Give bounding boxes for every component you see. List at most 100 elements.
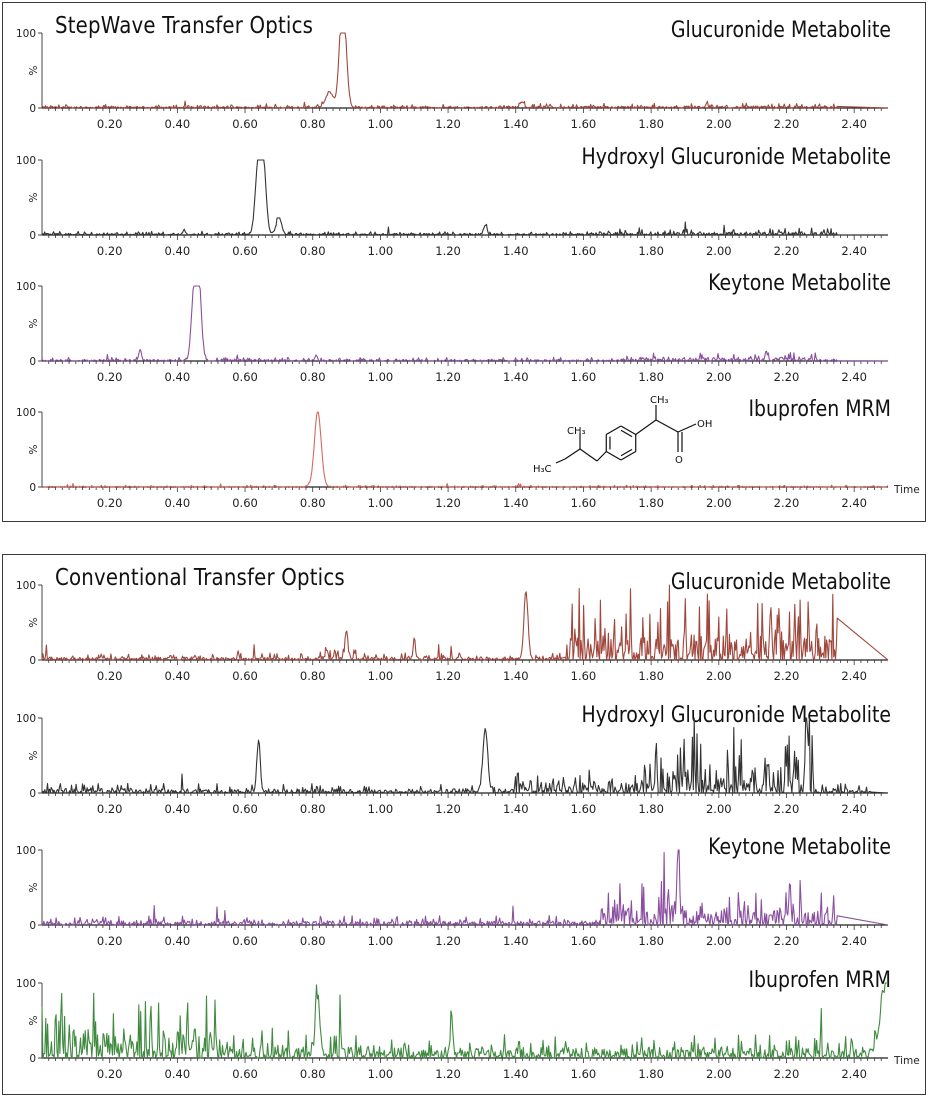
y-axis-label: % [28,617,40,627]
bond [605,450,622,461]
y-axis-label: % [28,882,40,892]
x-tick-label: 0.40 [165,496,191,510]
y-tick-label: 0 [29,655,36,667]
y-tick-label: 100 [16,978,36,990]
y-tick-label: 0 [29,788,36,800]
x-tick-label: 0.20 [97,1067,123,1081]
x-tick-label: 0.20 [97,802,123,816]
x-tick-label: 0.40 [165,370,191,384]
x-tick-label: 2.00 [706,117,732,131]
trace-title: Hydroxyl Glucuronide Metabolite [582,144,891,170]
y-tick-label: 0 [29,356,36,368]
x-tick-label: 1.40 [503,669,529,683]
x-tick-label: 0.60 [232,934,258,948]
trace-title: Glucuronide Metabolite [671,569,891,595]
x-tick-label: 1.40 [503,802,529,816]
bond [620,448,633,457]
x-tick-label: 1.40 [503,496,529,510]
x-tick-label: 2.40 [841,370,867,384]
x-tick-label: 1.60 [571,669,597,683]
x-tick-label: 2.20 [774,934,800,948]
ibuprofen-structure: CH₃ H₃C CH₃ OH O [533,395,712,475]
x-tick-label: 0.20 [97,370,123,384]
x-tick-label: 0.20 [97,117,123,131]
y-tick-label: 0 [29,230,36,242]
x-tick-label: 1.20 [435,1067,461,1081]
y-tick-label: 100 [16,407,36,419]
x-tick-label: 2.00 [706,496,732,510]
x-tick-label: 1.20 [435,802,461,816]
x-tick-label: 0.20 [97,934,123,948]
panel-title: Conventional Transfer Optics [55,565,345,591]
x-tick-label: 1.20 [435,244,461,258]
x-tick-label: 1.40 [503,370,529,384]
x-tick-label: 0.60 [232,1067,258,1081]
x-tick-label: 1.40 [503,1067,529,1081]
bond [579,448,598,462]
x-tick-label: 2.20 [774,1067,800,1081]
x-axis-label: Time [893,1055,920,1067]
x-tick-label: 2.20 [774,802,800,816]
x-tick-label: 0.40 [165,802,191,816]
y-tick-label: 100 [16,155,36,167]
x-tick-label: 1.60 [571,1067,597,1081]
x-tick-label: 0.60 [232,802,258,816]
x-tick-label: 0.60 [232,244,258,258]
x-tick-label: 2.20 [774,370,800,384]
x-tick-label: 1.80 [638,934,664,948]
x-tick-label: 1.00 [368,496,394,510]
x-tick-label: 2.40 [841,934,867,948]
x-tick-label: 2.40 [841,244,867,258]
methyl-label: H₃C [533,464,552,475]
x-tick-label: 2.40 [841,1067,867,1081]
x-tick-label: 1.80 [638,370,664,384]
x-tick-label: 2.20 [774,496,800,510]
carbonyl-oxygen-label: O [675,455,683,466]
y-tick-label: 0 [29,482,36,494]
x-tick-label: 0.20 [97,244,123,258]
x-tick-label: 1.60 [571,496,597,510]
x-tick-label: 0.60 [232,496,258,510]
series-line [41,849,889,926]
x-tick-label: 0.40 [165,934,191,948]
trace-title: Glucuronide Metabolite [671,17,891,43]
series-line [41,411,889,488]
stepwave-panel: StepWave Transfer Optics [2,2,926,522]
x-tick-label: 1.80 [638,669,664,683]
x-tick-label: 2.40 [841,117,867,131]
x-tick-label: 0.20 [97,669,123,683]
y-axis-label: % [28,65,40,75]
y-tick-label: 100 [16,281,36,293]
x-tick-label: 0.80 [300,934,326,948]
series-line [41,285,889,362]
x-tick-label: 1.60 [571,934,597,948]
x-tick-label: 0.80 [300,244,326,258]
y-axis-label: % [28,192,40,202]
x-tick-label: 1.00 [368,669,394,683]
x-tick-label: 1.40 [503,934,529,948]
y-tick-label: 0 [29,920,36,932]
x-tick-label: 1.00 [368,802,394,816]
x-tick-label: 0.80 [300,117,326,131]
x-tick-label: 2.20 [774,117,800,131]
x-tick-label: 2.00 [706,669,732,683]
bond [596,451,607,462]
bond [620,429,633,438]
x-tick-label: 0.80 [300,496,326,510]
x-tick-label: 0.80 [300,669,326,683]
x-tick-label: 1.00 [368,370,394,384]
y-tick-label: 0 [29,103,36,115]
x-tick-label: 1.80 [638,496,664,510]
x-tick-label: 2.40 [841,496,867,510]
panel-title: StepWave Transfer Optics [55,13,314,39]
trace-title: Keytone Metabolite [708,834,891,860]
x-tick-label: 1.80 [638,1067,664,1081]
bond [620,450,637,461]
bond [655,419,679,433]
trace-title: Keytone Metabolite [708,270,891,296]
x-tick-label: 2.40 [841,669,867,683]
y-tick-label: 100 [16,580,36,592]
series-line [41,717,889,794]
hydroxyl-label: OH [697,419,712,430]
x-tick-label: 2.00 [706,1067,732,1081]
